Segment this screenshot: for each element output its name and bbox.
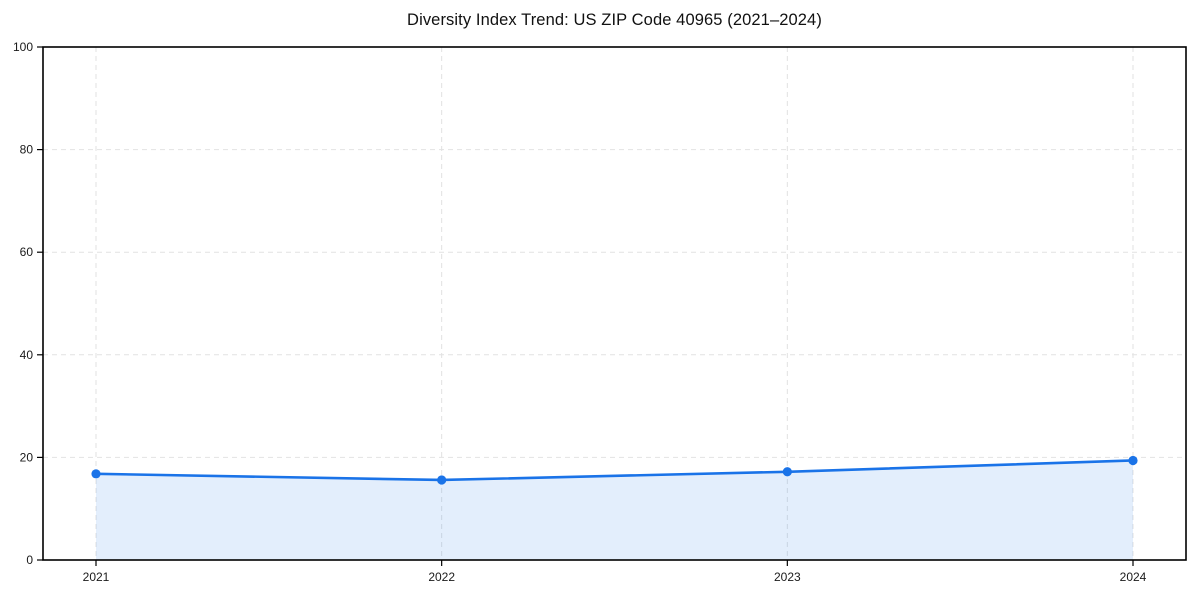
trend-line <box>94 459 1135 482</box>
y-tick-label: 80 <box>20 143 34 157</box>
data-point-marker <box>1128 455 1138 466</box>
y-tick-label: 40 <box>20 348 34 362</box>
data-point-marker <box>91 469 101 479</box>
data-point-marker <box>782 467 792 477</box>
x-tick-label: 2021 <box>83 570 110 584</box>
data-point-marker <box>437 475 447 485</box>
plot-border <box>42 46 1187 561</box>
x-tick-label: 2022 <box>428 570 455 584</box>
x-tick-label: 2024 <box>1120 570 1147 584</box>
y-tick-label: 0 <box>26 553 33 567</box>
area-fill <box>96 460 1133 560</box>
y-tick-label: 20 <box>20 450 34 464</box>
y-tick-label: 60 <box>20 245 34 259</box>
y-tick-label: 100 <box>13 40 33 54</box>
x-tick-label: 2023 <box>774 570 801 584</box>
chart-title: Diversity Index Trend: US ZIP Code 40965… <box>407 11 822 29</box>
